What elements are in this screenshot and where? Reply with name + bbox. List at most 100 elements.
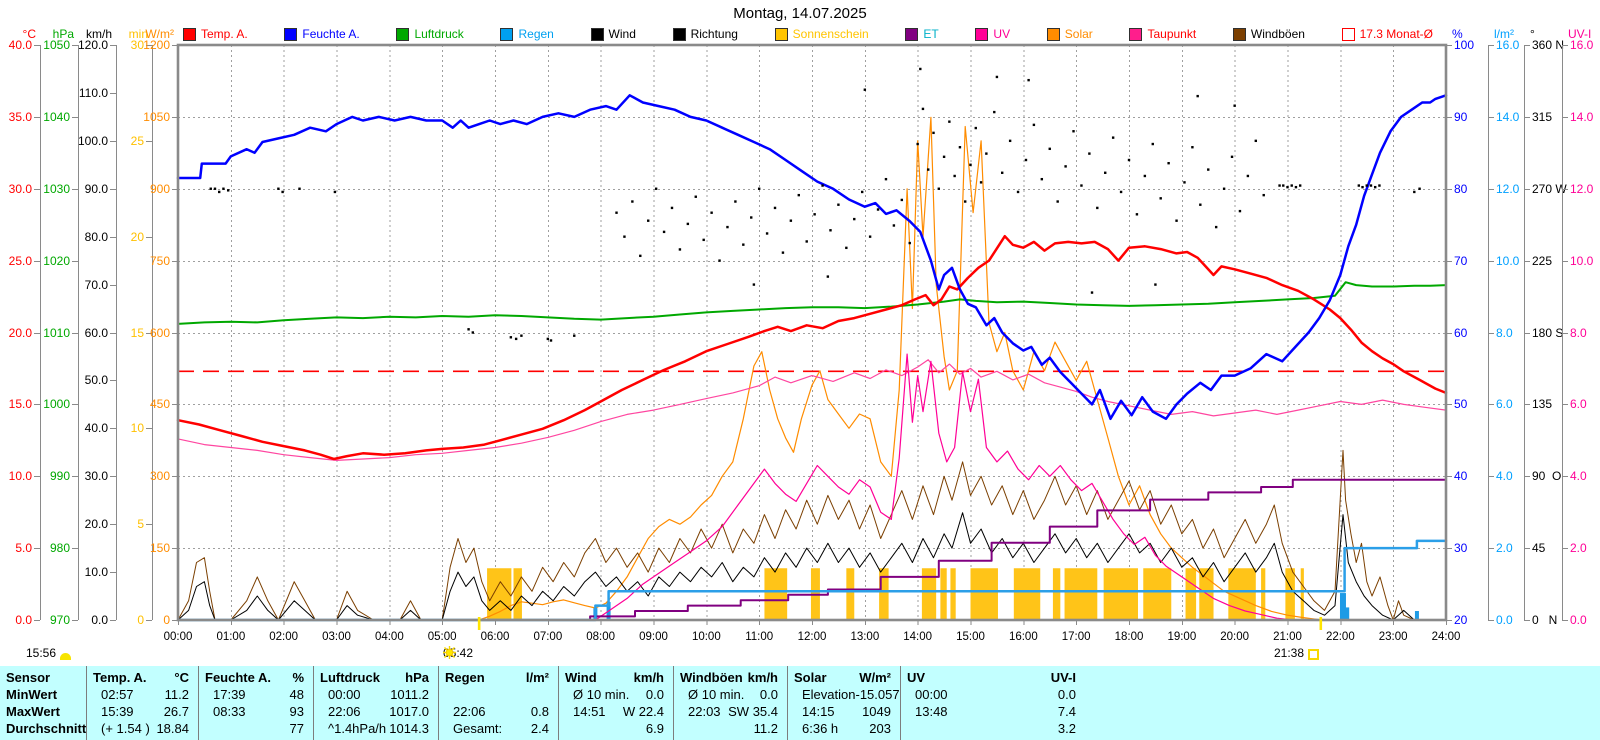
tick-label: 20: [1454, 613, 1468, 627]
tick-label: 225: [1532, 254, 1552, 268]
tick-label: 40.0: [9, 38, 33, 52]
legend-item-label: ET: [923, 27, 939, 41]
moonrise-time-label: 15:56: [26, 646, 57, 660]
legend-item-solar: Solar: [1046, 27, 1093, 41]
table-cell: 17:39 48: [199, 686, 313, 703]
table-group-header: Regen l/m²: [439, 669, 558, 686]
tick-label: 0.0: [91, 613, 108, 627]
tick-label: 8.0: [1570, 326, 1587, 340]
legend-color-box: [774, 27, 788, 41]
tick-label: 40.0: [85, 421, 109, 435]
tick-label: 20: [131, 230, 145, 244]
tick-label: 300: [150, 469, 170, 483]
legend: Temp. A. Feuchte A. Luftdruck Regen Wind Rich…: [183, 26, 1433, 42]
table-cell: 15:39 26.7: [87, 703, 198, 720]
tick-label: 30.0: [85, 469, 109, 483]
legend-color-box: [1129, 27, 1143, 41]
tick-label: 12.0: [1570, 182, 1594, 196]
table-cell: (+ 1.54 ) 18.84: [87, 720, 198, 737]
tick-label: 30: [1454, 541, 1468, 555]
cell-text: 13:48: [915, 704, 948, 719]
table-cell: 00:00 0.0: [901, 686, 1085, 703]
tick-label: 10.0: [85, 565, 109, 579]
table-cell: 14:51 W 22.4: [559, 703, 673, 720]
sunset-time: 21:38: [1274, 646, 1320, 660]
tick-label: 5.0: [15, 541, 32, 555]
cell-value: hPa: [405, 670, 429, 685]
legend-item-taupunkt: Taupunkt: [1129, 27, 1196, 41]
table-group-feuchte-a-: Feuchte A.% 17:39 48 08:33 93 77: [198, 666, 313, 740]
sunset-square-icon: [1308, 649, 1320, 660]
cell-text: 22:03: [688, 704, 721, 719]
legend-item-temp-a-: Temp. A.: [183, 27, 248, 41]
tick-label: 970: [50, 613, 70, 627]
legend-item-label: Richtung: [690, 27, 738, 41]
tick-label: 750: [150, 254, 170, 268]
legend-item-label: Windböen: [1250, 27, 1305, 41]
cell-value: 7.4: [1057, 704, 1076, 719]
tick-label: 70.0: [85, 278, 109, 292]
legend-color-box: [590, 27, 604, 41]
gridlines: [178, 45, 1446, 620]
table-label-column: Sensor MinWert MaxWert Durchschnitt: [0, 666, 86, 740]
table-group-luftdruck: Luftdruck hPa 00:00 1011.2 22:06 1017.0 ^1.4hP…: [313, 666, 438, 740]
moon-icon: [60, 653, 72, 660]
tick-label: 15.0: [9, 397, 33, 411]
x-tick-label: 08:00: [586, 631, 615, 643]
cell-text: 22:06: [328, 704, 361, 719]
x-tick-label: 12:00: [798, 631, 827, 643]
x-tick-label: 24:00: [1432, 631, 1461, 643]
legend-item-label: Taupunkt: [1147, 27, 1197, 41]
cell-value: 1017.0: [389, 704, 429, 719]
axis-uv: UV-I16.0 14.0 12.0 10.0 8.0 6.0 4.0 2.0 0.0: [1562, 27, 1594, 627]
table-cell: Gesamt: 2.4: [439, 720, 558, 737]
x-tick-label: 21:00: [1273, 631, 1302, 643]
legend-item-label: Regen: [518, 27, 554, 41]
axis-unit-label: hPa: [53, 27, 75, 41]
sunshine-bars: [487, 568, 1304, 620]
legend-color-box: [1232, 27, 1246, 41]
table-cell: 22:03 SW 35.4: [674, 703, 787, 720]
cell-text: (+ 1.54 ): [101, 721, 150, 736]
cell-value: %: [292, 670, 304, 685]
cell-text: UV: [907, 670, 926, 685]
legend-item-wind: Wind: [590, 27, 636, 41]
tick-label: 100.0: [78, 134, 108, 148]
series-solar: [177, 116, 1447, 621]
x-tick-label: 11:00: [745, 631, 773, 643]
table-cell: 11.2: [674, 720, 787, 737]
legend-item-label: Solar: [1064, 27, 1093, 41]
tick-label: 50: [1454, 397, 1468, 411]
tick-label: 100: [1454, 38, 1474, 52]
tick-label: 8.0: [1496, 326, 1513, 340]
legend-item-label: Sonnenschein: [792, 27, 869, 41]
tick-label: 4.0: [1570, 469, 1587, 483]
cell-value: 3.2: [1057, 721, 1076, 736]
x-tick-label: 22:00: [1326, 631, 1355, 643]
series-taupunkt: [177, 359, 1447, 461]
x-tick-label: 18:00: [1115, 631, 1144, 643]
tick-label: 135: [1532, 397, 1552, 411]
table-cell: 6.9: [559, 720, 673, 737]
cell-text: Regen: [445, 670, 485, 685]
series-et: [177, 478, 1447, 621]
table-group-temp-a-: Temp. A. °C 02:57 11.2 15:39 26.7 (+ 1.54 ) 18.…: [86, 666, 198, 740]
table-cell: 22:06 1017.0: [314, 703, 438, 720]
tick-label: 30.0: [9, 182, 33, 196]
table-group-header: Feuchte A.%: [199, 669, 313, 686]
x-tick-label: 06:00: [481, 631, 510, 643]
x-tick-label: 20:00: [1220, 631, 1249, 643]
tick-label: 20.0: [9, 326, 33, 340]
table-group-uv: UV UV-I 00:00 0.0 13:48 7.4 3.2: [900, 666, 1085, 740]
tick-label: 10: [131, 421, 145, 435]
tick-label: 2.0: [1496, 541, 1513, 555]
tick-label: 1020: [43, 254, 70, 268]
legend-color-box: [396, 27, 410, 41]
cell-text: Luftdruck: [320, 670, 380, 685]
cell-text: Elevation: [802, 687, 856, 702]
legend-item-et: ET: [905, 27, 939, 41]
cell-value: UV-I: [1050, 670, 1076, 685]
tick-label: 1200: [143, 38, 170, 52]
table-row-label: MinWert: [6, 687, 58, 702]
axis-unit-label: l/m²: [1494, 27, 1514, 41]
